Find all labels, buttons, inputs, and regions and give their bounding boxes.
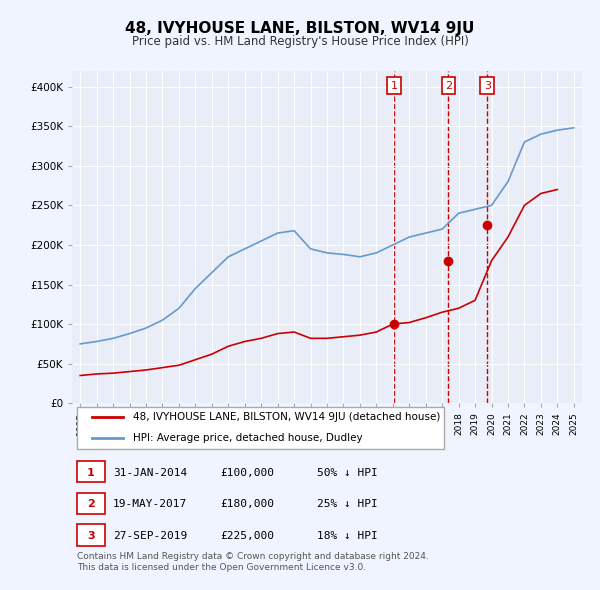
Text: £180,000: £180,000 bbox=[220, 499, 274, 509]
Text: 31-JAN-2014: 31-JAN-2014 bbox=[113, 467, 187, 477]
Text: HPI: Average price, detached house, Dudley: HPI: Average price, detached house, Dudl… bbox=[133, 433, 363, 443]
Text: 18% ↓ HPI: 18% ↓ HPI bbox=[317, 531, 377, 541]
Text: 50% ↓ HPI: 50% ↓ HPI bbox=[317, 467, 377, 477]
FancyBboxPatch shape bbox=[77, 525, 105, 546]
FancyBboxPatch shape bbox=[77, 407, 444, 449]
Text: Price paid vs. HM Land Registry's House Price Index (HPI): Price paid vs. HM Land Registry's House … bbox=[131, 35, 469, 48]
Text: 27-SEP-2019: 27-SEP-2019 bbox=[113, 531, 187, 541]
Text: 1: 1 bbox=[87, 467, 95, 477]
FancyBboxPatch shape bbox=[77, 493, 105, 514]
Text: 3: 3 bbox=[87, 531, 95, 541]
Text: 2: 2 bbox=[445, 81, 452, 91]
Text: 19-MAY-2017: 19-MAY-2017 bbox=[113, 499, 187, 509]
Text: £100,000: £100,000 bbox=[220, 467, 274, 477]
Text: £225,000: £225,000 bbox=[220, 531, 274, 541]
Text: 48, IVYHOUSE LANE, BILSTON, WV14 9JU: 48, IVYHOUSE LANE, BILSTON, WV14 9JU bbox=[125, 21, 475, 35]
Text: 1: 1 bbox=[391, 81, 398, 91]
Text: 3: 3 bbox=[484, 81, 491, 91]
Text: Contains HM Land Registry data © Crown copyright and database right 2024.
This d: Contains HM Land Registry data © Crown c… bbox=[77, 552, 429, 572]
Text: 25% ↓ HPI: 25% ↓ HPI bbox=[317, 499, 377, 509]
FancyBboxPatch shape bbox=[77, 461, 105, 482]
Text: 48, IVYHOUSE LANE, BILSTON, WV14 9JU (detached house): 48, IVYHOUSE LANE, BILSTON, WV14 9JU (de… bbox=[133, 412, 440, 422]
Text: 2: 2 bbox=[87, 499, 95, 509]
